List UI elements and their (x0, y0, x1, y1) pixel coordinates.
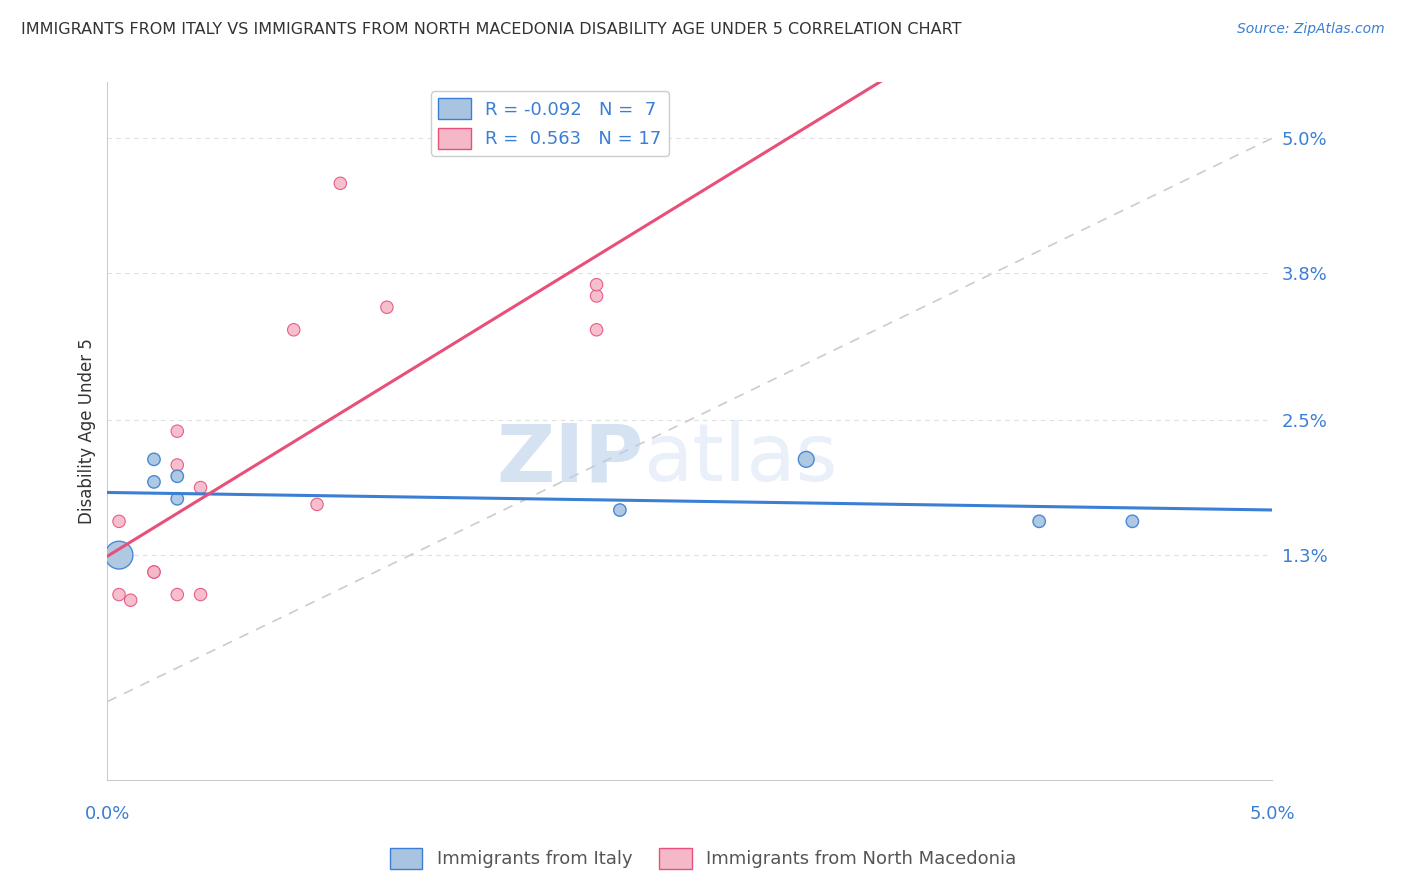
Point (283, 323, 305, 337)
Legend: R = -0.092   N =  7, R =  0.563   N = 17: R = -0.092 N = 7, R = 0.563 N = 17 (432, 91, 669, 156)
Point (305, 498, 328, 512)
Text: 0.0%: 0.0% (84, 805, 131, 823)
Point (190, 588, 212, 602)
Point (585, 277, 607, 292)
Text: ZIP: ZIP (496, 420, 643, 498)
Legend: Immigrants from Italy, Immigrants from North Macedonia: Immigrants from Italy, Immigrants from N… (382, 840, 1024, 876)
Point (609, 503, 631, 517)
Point (166, 458, 188, 472)
Point (143, 565, 166, 579)
Point (585, 323, 607, 337)
Text: 5.0%: 5.0% (1250, 805, 1295, 823)
Point (166, 491, 188, 506)
Point (190, 481, 212, 495)
Point (143, 452, 166, 467)
Point (585, 289, 607, 303)
Point (166, 588, 188, 602)
Point (108, 548, 131, 562)
Text: Source: ZipAtlas.com: Source: ZipAtlas.com (1237, 22, 1385, 37)
Point (1121, 514, 1143, 528)
Point (120, 593, 142, 607)
Point (375, 300, 398, 314)
Y-axis label: Disability Age Under 5: Disability Age Under 5 (79, 338, 96, 524)
Point (329, 177, 352, 191)
Point (108, 514, 131, 528)
Point (166, 469, 188, 483)
Text: atlas: atlas (643, 420, 838, 498)
Point (108, 588, 131, 602)
Point (794, 452, 817, 467)
Point (1028, 514, 1050, 528)
Point (143, 475, 166, 489)
Point (166, 424, 188, 438)
Point (143, 565, 166, 579)
Text: IMMIGRANTS FROM ITALY VS IMMIGRANTS FROM NORTH MACEDONIA DISABILITY AGE UNDER 5 : IMMIGRANTS FROM ITALY VS IMMIGRANTS FROM… (21, 22, 962, 37)
